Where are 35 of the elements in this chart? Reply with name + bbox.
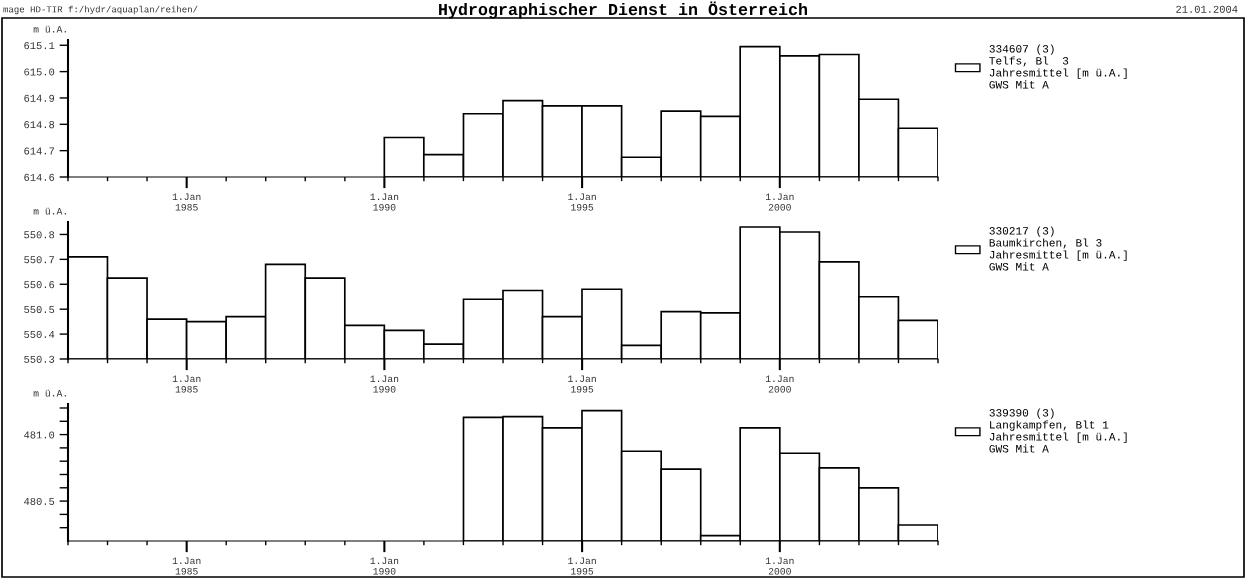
x-tick-label: 1.Jan 2000	[765, 375, 794, 393]
y-axis-title: m ü.A.	[33, 207, 66, 215]
text: mage HD-TIR f:/hydr/aquaplan/reihen/	[3, 5, 198, 15]
x-tick-label: 1.Jan 1985	[172, 193, 201, 211]
y-tick-label: 614.6	[24, 173, 55, 181]
y-tick-label: 481.0	[24, 431, 55, 439]
y-tick-label: 615.1	[24, 42, 55, 50]
y-tick-label: 614.7	[24, 147, 54, 155]
y-tick-label: 550.7	[24, 256, 54, 264]
legend-label: 334607 (3) Telfs, Bl 3 Jahresmittel [m ü.A.] GWS Mit A	[989, 44, 1127, 89]
x-tick-label: 1.Jan 1985	[172, 557, 201, 575]
y-tick-label: 550.3	[24, 355, 55, 363]
x-tick-label: 1.Jan 1990	[370, 557, 399, 575]
x-tick-label: 1.Jan 1995	[568, 375, 596, 393]
y-tick-label: 550.8	[24, 231, 55, 239]
x-tick-label: 1.Jan 1990	[370, 193, 399, 211]
x-tick-label: 1.Jan 1990	[370, 375, 399, 393]
x-tick-label: 1.Jan 2000	[765, 193, 794, 211]
legend-label: 330217 (3) Baumkirchen, Bl 3 Jahresmittel [m ü.A.] GWS Mit A	[989, 226, 1127, 271]
y-tick-label: 480.5	[24, 497, 55, 505]
y-tick-label: 615.0	[24, 68, 55, 76]
y-tick-label: 550.5	[24, 305, 55, 314]
x-tick-label: 1.Jan 2000	[765, 557, 794, 575]
legend-label: 339390 (3) Langkampfen, Blt 1 Jahresmittel [m ü.A.] GWS Mit A	[989, 408, 1127, 453]
y-tick-label: 550.6	[24, 281, 55, 289]
y-tick-label: 550.4	[24, 330, 55, 338]
y-tick-label: 614.9	[24, 94, 55, 102]
x-tick-label: 1.Jan 1985	[172, 375, 201, 393]
y-axis-title: m ü.A.	[33, 25, 66, 33]
y-tick-label: 614.8	[24, 121, 55, 129]
chart-title: Hydrographischer Dienst in Österreich	[439, 1, 807, 19]
text: 21.01.2004	[1176, 5, 1238, 13]
x-tick-label: 1.Jan 1995	[568, 557, 596, 575]
x-tick-label: 1.Jan 1995	[568, 193, 596, 211]
y-axis-title: m ü.A.	[33, 389, 66, 397]
